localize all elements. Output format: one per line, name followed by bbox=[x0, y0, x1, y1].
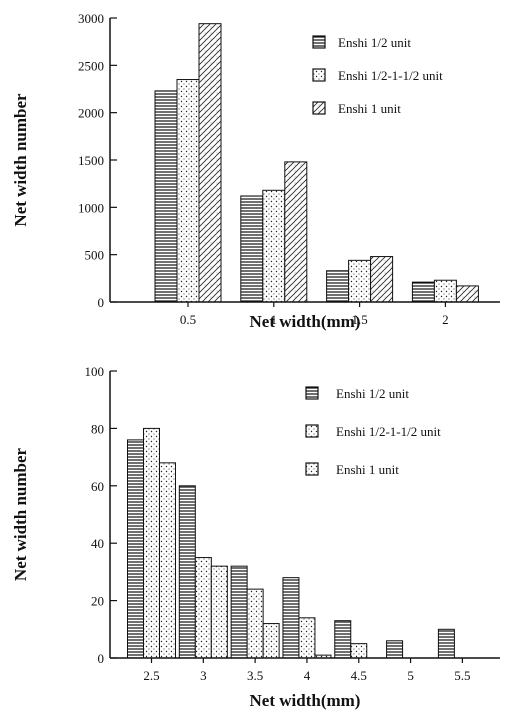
x-tick-label: 4.5 bbox=[351, 668, 367, 683]
bar-enshi-1-2-unit-3 bbox=[178, 485, 196, 659]
y-tick-label: 0 bbox=[98, 295, 105, 310]
bar-enshi-1-2-1-1-2-unit-4.5 bbox=[350, 643, 368, 659]
y-tick-label: 80 bbox=[91, 421, 104, 436]
bar-enshi-1-2-1-1-2-unit-3.5 bbox=[246, 588, 264, 659]
bar-enshi-1-unit-3 bbox=[210, 565, 228, 659]
x-tick-label: 5 bbox=[407, 668, 414, 683]
y-tick-label: 1000 bbox=[78, 200, 104, 215]
legend-label: Enshi 1/2 unit bbox=[338, 35, 411, 50]
y-tick-label: 2500 bbox=[78, 58, 104, 73]
bar-enshi-1-2-1-1-2-unit-1 bbox=[262, 189, 286, 303]
x-tick-label: 5.5 bbox=[454, 668, 470, 683]
legend-swatch bbox=[305, 462, 319, 476]
legend-swatch bbox=[312, 101, 326, 115]
bar-enshi-1-2-unit-3.5 bbox=[230, 565, 248, 659]
legend-swatch bbox=[312, 35, 326, 49]
y-tick-label: 500 bbox=[85, 248, 105, 263]
bar-enshi-1-unit-1.5 bbox=[370, 256, 394, 303]
bar-enshi-1-2-unit-4.5 bbox=[334, 620, 352, 659]
bar-enshi-1-2-1-1-2-unit-2 bbox=[433, 279, 457, 303]
y-tick-label: 20 bbox=[91, 594, 104, 609]
legend-label: Enshi 1 unit bbox=[336, 462, 399, 477]
bar-enshi-1-2-unit-4 bbox=[282, 577, 300, 659]
bar-enshi-1-2-1-1-2-unit-0.5 bbox=[176, 79, 200, 303]
bar-enshi-1-2-1-1-2-unit-4 bbox=[298, 617, 316, 659]
x-tick-label: 0.5 bbox=[180, 312, 196, 327]
y-tick-label: 1500 bbox=[78, 153, 104, 168]
y-tick-label: 2000 bbox=[78, 106, 104, 121]
bar-enshi-1-2-1-1-2-unit-2.5 bbox=[143, 427, 161, 659]
legend-label: Enshi 1/2-1-1/2 unit bbox=[336, 424, 441, 439]
y-tick-label: 40 bbox=[91, 536, 104, 551]
x-axis-title: Net width(mm) bbox=[250, 691, 361, 710]
bar-enshi-1-2-unit-0.5 bbox=[154, 90, 178, 303]
y-axis-title: Net width number bbox=[11, 447, 30, 581]
legend-swatch bbox=[305, 424, 319, 438]
top-bar-chart: 0 500 1000 1500 2000 2500 3000 0.5 1 1.5 2 Net widt… bbox=[11, 11, 500, 331]
legend-swatch bbox=[312, 68, 326, 82]
x-tick-label: 3.5 bbox=[247, 668, 263, 683]
y-axis-title: Net width number bbox=[11, 93, 30, 227]
y-tick-label: 0 bbox=[98, 651, 105, 666]
bar-enshi-1-2-unit-5 bbox=[386, 640, 404, 659]
bar-enshi-1-2-unit-2 bbox=[411, 281, 435, 303]
bar-enshi-1-unit-3.5 bbox=[262, 623, 280, 659]
bar-enshi-1-2-unit-2.5 bbox=[127, 439, 145, 659]
x-tick-label: 4 bbox=[304, 668, 311, 683]
legend-label: Enshi 1/2 unit bbox=[336, 386, 409, 401]
bar-enshi-1-2-unit-1.5 bbox=[326, 270, 350, 303]
legend-swatch bbox=[305, 386, 319, 400]
bar-enshi-1-2-unit-5.5 bbox=[437, 628, 455, 659]
x-tick-label: 2 bbox=[442, 312, 449, 327]
bar-enshi-1-2-1-1-2-unit-1.5 bbox=[348, 259, 372, 303]
x-axis-title: Net width(mm) bbox=[250, 312, 361, 331]
bar-enshi-1-unit-2 bbox=[455, 285, 479, 303]
bar-enshi-1-2-1-1-2-unit-3 bbox=[194, 557, 212, 659]
x-tick-label: 2.5 bbox=[143, 668, 159, 683]
y-tick-label: 3000 bbox=[78, 11, 104, 26]
bottom-bar-chart: 0 20 40 60 80 100 2.5 3 3.5 4 4.5 5 5.5 Net width(mm)… bbox=[11, 364, 500, 710]
legend-label: Enshi 1 unit bbox=[338, 101, 401, 116]
x-tick-label: 3 bbox=[200, 668, 207, 683]
x-tick-label: 1 bbox=[271, 312, 278, 327]
bar-enshi-1-unit-0.5 bbox=[198, 23, 222, 303]
legend-label: Enshi 1/2-1-1/2 unit bbox=[338, 68, 443, 83]
bar-enshi-1-unit-2.5 bbox=[159, 462, 177, 659]
bar-enshi-1-unit-1 bbox=[284, 161, 308, 303]
x-tick-label: 1.5 bbox=[351, 312, 367, 327]
y-tick-label: 60 bbox=[91, 479, 104, 494]
bar-enshi-1-2-unit-1 bbox=[240, 195, 264, 303]
y-tick-label: 100 bbox=[85, 364, 105, 379]
